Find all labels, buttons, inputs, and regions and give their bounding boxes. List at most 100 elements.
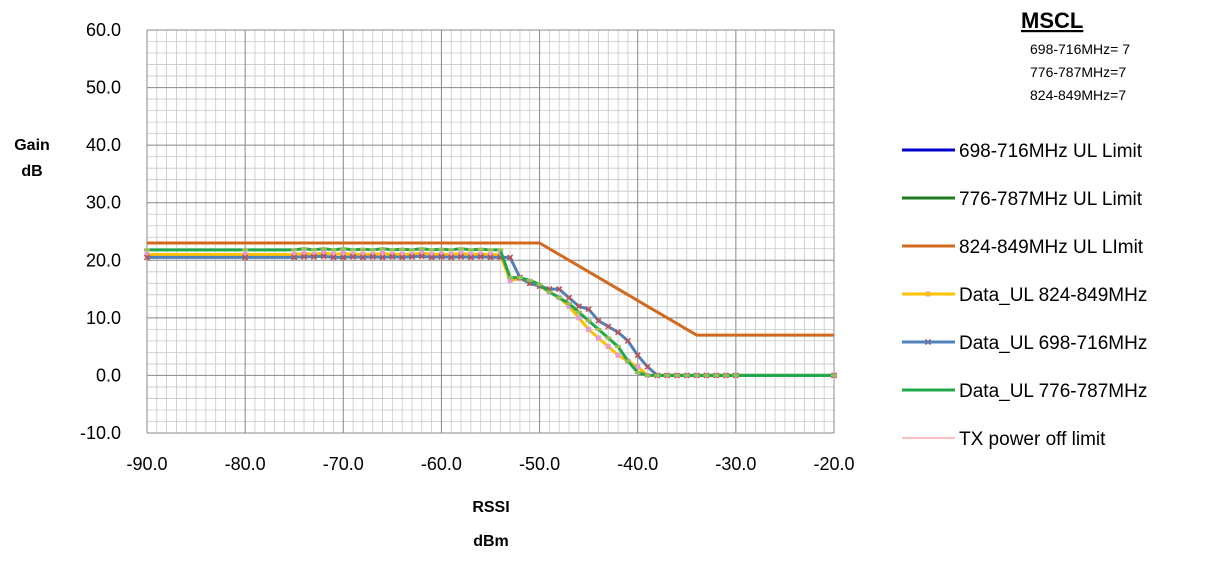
data-point-marker: [369, 248, 376, 252]
data-point-marker: [595, 317, 602, 324]
data-point-marker: [487, 254, 494, 261]
data-point-marker: [144, 248, 150, 252]
legend: 698-716MHz UL Limit 776-787MHz UL Limit 82…: [902, 141, 1147, 450]
data-point-marker: [634, 371, 641, 375]
data-point-marker: [399, 251, 405, 257]
y-tick-label: 0.0: [96, 365, 121, 385]
data-point-marker: [586, 326, 592, 332]
data-point-marker: [350, 248, 357, 252]
y-axis-title-line1: Gain: [14, 137, 50, 154]
data-point-marker: [389, 253, 396, 260]
data-point-marker: [497, 248, 504, 252]
data-point-marker: [634, 352, 641, 359]
data-point-marker: [359, 247, 366, 251]
x-tick-label: -20.0: [813, 454, 854, 474]
data-point-marker: [408, 248, 415, 252]
data-point-marker: [321, 250, 327, 256]
data-point-marker: [605, 344, 611, 350]
data-point-marker: [566, 303, 572, 309]
legend-label: 776-787MHz UL Limit: [959, 189, 1143, 210]
data-point-marker: [242, 254, 249, 261]
legend-label: TX power off limit: [959, 429, 1106, 450]
legend-label: Data_UL 698-716MHz: [959, 333, 1147, 354]
data-point-marker: [360, 251, 366, 257]
data-point-marker: [144, 252, 150, 258]
data-point-marker: [409, 252, 415, 258]
data-point-marker: [732, 373, 739, 377]
data-point-marker: [340, 250, 346, 256]
data-point-marker: [399, 247, 406, 251]
data-point-marker: [566, 301, 573, 305]
data-point-marker: [468, 252, 474, 258]
legend-label: Data_UL 824-849MHz: [959, 285, 1147, 306]
x-tick-label: -70.0: [323, 454, 364, 474]
data-point-marker: [664, 373, 671, 377]
x-tick-label: -80.0: [225, 454, 266, 474]
mscl-line-776: 776-787MHz=7: [1030, 64, 1126, 80]
data-point-marker: [713, 373, 720, 377]
data-point-marker: [340, 254, 347, 261]
data-point-marker: [438, 247, 445, 251]
data-point-marker: [419, 250, 425, 256]
data-point-marker: [497, 252, 503, 258]
data-point-marker: [507, 277, 513, 283]
data-point-marker: [516, 276, 523, 280]
data-point-marker: [320, 247, 327, 251]
y-axis-title-line2: dB: [21, 163, 42, 180]
data-point-marker: [546, 290, 553, 294]
data-point-marker: [242, 252, 248, 258]
data-point-marker: [507, 254, 514, 261]
data-point-marker: [310, 253, 317, 260]
data-point-marker: [389, 252, 395, 258]
data-point-marker: [556, 286, 563, 293]
x-tick-label: -40.0: [617, 454, 658, 474]
data-point-marker: [585, 319, 592, 323]
y-tick-label: 20.0: [86, 250, 121, 270]
data-point-marker: [448, 252, 454, 258]
x-tick-label: -90.0: [126, 454, 167, 474]
data-point-marker: [478, 251, 484, 257]
data-point-marker: [723, 373, 730, 377]
x-tick-label: -60.0: [421, 454, 462, 474]
y-tick-label: 60.0: [86, 20, 121, 40]
data-point-marker: [487, 248, 494, 252]
data-point-marker: [683, 373, 690, 377]
y-tick-label: 30.0: [86, 193, 121, 213]
y-tick-label: 40.0: [86, 135, 121, 155]
mscl-line-698: 698-716MHz= 7: [1030, 41, 1130, 57]
data-point-marker: [359, 254, 366, 261]
legend-label: 824-849MHz UL LImit: [959, 237, 1144, 258]
data-point-marker: [350, 252, 356, 258]
data-point-marker: [615, 345, 622, 349]
data-point-marker: [654, 373, 661, 377]
data-point-marker: [585, 306, 592, 313]
data-point-marker: [467, 254, 474, 261]
data-point-marker: [438, 253, 445, 260]
mscl-line-824: 824-849MHz=7: [1030, 87, 1126, 103]
data-point-marker: [477, 247, 484, 251]
data-point-marker: [556, 296, 563, 300]
y-tick-label: -10.0: [80, 423, 121, 443]
legend-label: 698-716MHz UL Limit: [959, 141, 1143, 162]
data-point-marker: [576, 315, 582, 321]
data-point-marker: [605, 323, 612, 330]
grid-layer: [146, 29, 835, 434]
legend-label: Data_UL 776-787MHz: [959, 381, 1147, 402]
data-point-marker: [507, 276, 514, 280]
data-point-marker: [605, 336, 612, 340]
data-point-marker: [143, 254, 151, 261]
data-point-marker: [536, 282, 543, 286]
data-point-marker: [595, 335, 601, 341]
data-point-marker: [624, 337, 631, 344]
data-point-marker: [458, 247, 465, 251]
data-point-marker: [477, 253, 484, 260]
data-point-marker: [301, 247, 308, 251]
data-point-marker: [350, 253, 357, 260]
mscl-box: MSCL 698-716MHz= 7 776-787MHz=7 824-849M…: [1021, 8, 1130, 103]
data-point-marker: [488, 252, 493, 258]
data-point-marker: [330, 248, 337, 252]
data-point-marker: [320, 253, 327, 260]
data-point-marker: [595, 327, 602, 331]
data-point-marker: [467, 248, 474, 252]
